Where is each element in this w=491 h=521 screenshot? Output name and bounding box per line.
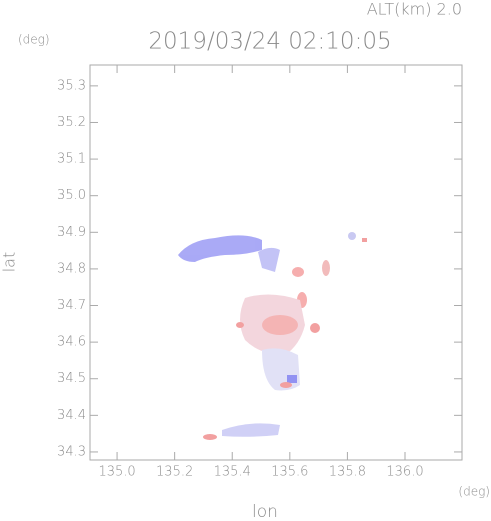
y-tick-label: 35.0 bbox=[57, 188, 86, 203]
y-tick-label: 34.4 bbox=[57, 408, 86, 423]
y-tick-label: 34.5 bbox=[57, 371, 86, 386]
y-tick-label: 34.8 bbox=[57, 261, 86, 276]
plot-frame bbox=[89, 64, 463, 461]
y-tick-label: 35.3 bbox=[57, 78, 86, 93]
y-tick-label: 34.6 bbox=[57, 335, 86, 350]
x-label: lon bbox=[252, 502, 278, 521]
chart-title: 2019/03/24 02:10:05 bbox=[148, 29, 391, 55]
echo-field bbox=[178, 232, 367, 440]
x-tick-label: 135.4 bbox=[214, 465, 251, 480]
y-tick-label: 34.7 bbox=[57, 298, 86, 313]
x-tick-label: 135.8 bbox=[329, 465, 366, 480]
x-tick-label: 136.0 bbox=[386, 465, 423, 480]
y-tick-label: 34.9 bbox=[57, 225, 86, 240]
x-tick-label: 135.0 bbox=[98, 465, 135, 480]
altitude: ALT(km) 2.0 bbox=[367, 0, 462, 19]
x-tick-label: 135.6 bbox=[271, 465, 308, 480]
y-unit: (deg) bbox=[18, 33, 50, 47]
x-unit: (deg) bbox=[458, 485, 490, 499]
y-tick-label: 35.2 bbox=[57, 115, 86, 130]
y-tick-label: 35.1 bbox=[57, 152, 86, 167]
x-tick-label: 135.2 bbox=[156, 465, 193, 480]
y-label: lat bbox=[0, 252, 19, 273]
y-tick-label: 34.3 bbox=[57, 444, 86, 459]
